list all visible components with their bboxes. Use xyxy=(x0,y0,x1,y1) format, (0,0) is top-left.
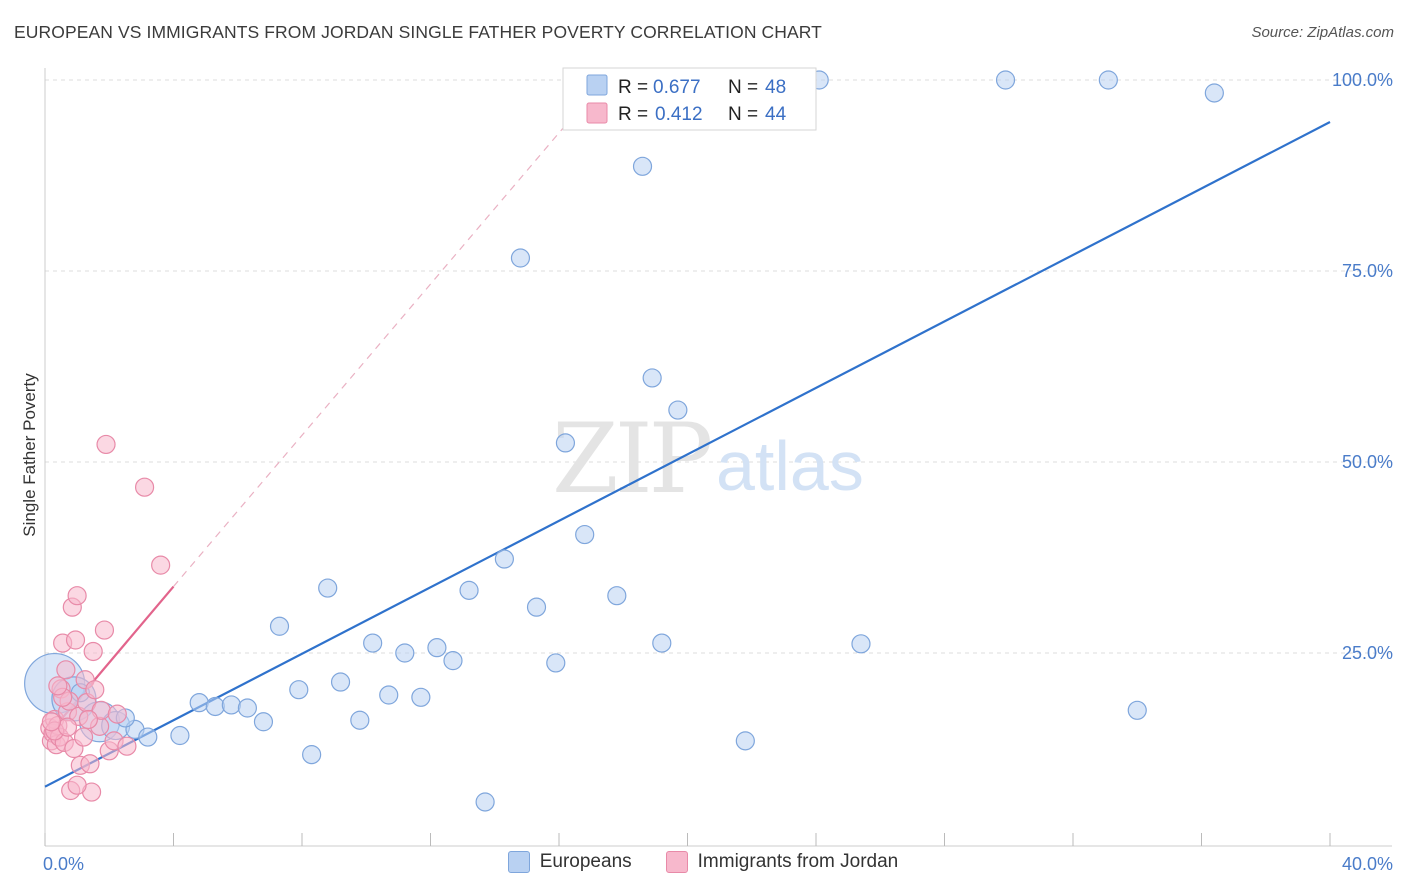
jordan-point-29 xyxy=(94,620,115,640)
europeans-point-10 xyxy=(237,698,257,718)
legend-n-label-europeans: N = xyxy=(728,77,758,98)
europeans-point-22 xyxy=(427,638,447,658)
jordan-point-26 xyxy=(85,680,105,700)
europeans-point-8 xyxy=(205,696,225,717)
watermark-atlas: atlas xyxy=(716,427,864,505)
europeans-point-24 xyxy=(459,580,479,600)
jordan-point-10 xyxy=(56,660,76,680)
europeans-trend-line xyxy=(44,121,1331,788)
jordan-point-20 xyxy=(73,727,94,747)
europeans-point-33 xyxy=(632,156,653,176)
europeans-point-29 xyxy=(546,653,566,673)
legend-box: R = 0.677 N = 48 R = 0.412 N = 44 xyxy=(562,67,817,131)
europeans-point-36 xyxy=(668,400,688,420)
source-label: Source: ZipAtlas.com xyxy=(1251,24,1394,41)
legend-r-jordan: 0.412 xyxy=(655,104,703,125)
watermark: ZIP atlas xyxy=(552,403,864,515)
europeans-point-16 xyxy=(330,672,351,692)
legend-r-europeans: 0.677 xyxy=(653,77,701,98)
europeans-point-21 xyxy=(411,687,431,707)
legend-swatch-europeans xyxy=(586,74,608,96)
jordan-trend-extension xyxy=(173,75,608,587)
legend-label-europeans: Europeans xyxy=(539,851,632,872)
europeans-point-9 xyxy=(221,695,241,715)
legend-n-europeans: 48 xyxy=(765,77,786,98)
y-tick-label-1: 50.0% xyxy=(1342,452,1393,472)
jordan-point-36 xyxy=(151,555,171,575)
europeans-point-31 xyxy=(575,524,595,545)
europeans-point-20 xyxy=(395,643,415,663)
jordan-point-34 xyxy=(117,736,137,756)
jordan-point-25 xyxy=(83,641,103,662)
jordan-point-42 xyxy=(57,717,78,737)
legend-n-jordan: 44 xyxy=(765,104,787,125)
europeans-point-7 xyxy=(189,693,209,713)
watermark-zip: ZIP xyxy=(552,403,711,515)
europeans-point-25 xyxy=(475,792,495,812)
europeans-point-38 xyxy=(735,731,755,751)
europeans-point-42 xyxy=(995,70,1016,90)
jordan-point-33 xyxy=(107,704,127,724)
legend-r-label-europeans: R = xyxy=(618,77,648,98)
europeans-point-35 xyxy=(652,633,672,653)
x-tick-label-0: 0.0% xyxy=(43,854,84,874)
europeans-point-23 xyxy=(443,651,463,671)
europeans-point-6 xyxy=(170,725,190,746)
y-tick-label-2: 75.0% xyxy=(1342,261,1393,281)
y-tick-label-3: 100.0% xyxy=(1332,70,1393,90)
y-tick-labels: 25.0% 50.0% 75.0% 100.0% xyxy=(1332,70,1393,663)
bottom-legend: Europeans Immigrants from Jordan xyxy=(0,851,1406,873)
jordan-point-17 xyxy=(67,586,87,606)
jordan-point-40 xyxy=(48,676,68,696)
x-tick-label-1: 40.0% xyxy=(1342,854,1393,874)
x-tick-labels: 0.0% 40.0% xyxy=(43,854,1393,874)
jordan-point-23 xyxy=(80,754,100,774)
europeans-point-34 xyxy=(642,368,662,388)
legend-swatch-jordan-bottom xyxy=(665,851,688,873)
legend-item-europeans[interactable]: Europeans xyxy=(507,851,632,873)
europeans-point-30 xyxy=(555,433,576,453)
europeans-point-12 xyxy=(269,616,290,636)
jordan-point-41 xyxy=(78,709,98,730)
legend-item-jordan[interactable]: Immigrants from Jordan xyxy=(665,851,899,873)
europeans-point-5 xyxy=(138,727,158,747)
legend-n-label-jordan: N = xyxy=(728,104,758,125)
europeans-point-18 xyxy=(363,633,383,653)
europeans-point-11 xyxy=(253,712,274,732)
europeans-point-43 xyxy=(1098,70,1118,90)
data-points xyxy=(24,70,1224,812)
europeans-point-19 xyxy=(379,685,399,705)
legend-label-jordan: Immigrants from Jordan xyxy=(697,851,899,872)
europeans-point-14 xyxy=(302,745,322,765)
europeans-point-45 xyxy=(1204,83,1224,103)
europeans-point-28 xyxy=(526,597,547,617)
jordan-point-39 xyxy=(67,775,87,795)
grid-lines xyxy=(45,79,1392,654)
jordan-point-16 xyxy=(65,630,86,650)
y-axis-title: Single Father Poverty xyxy=(20,373,39,537)
europeans-point-32 xyxy=(607,586,627,606)
legend-swatch-europeans-bottom xyxy=(507,851,530,873)
jordan-point-35 xyxy=(134,477,155,497)
europeans-point-13 xyxy=(289,680,309,700)
y-tick-label-0: 25.0% xyxy=(1342,643,1393,663)
europeans-point-41 xyxy=(851,634,871,654)
jordan-point-43 xyxy=(41,712,62,732)
europeans-point-26 xyxy=(494,549,514,569)
europeans-point-17 xyxy=(350,710,370,730)
legend-r-label-jordan: R = xyxy=(618,104,648,125)
europeans-point-44 xyxy=(1127,700,1147,720)
europeans-point-27 xyxy=(510,248,531,268)
jordan-point-30 xyxy=(96,434,116,455)
europeans-point-15 xyxy=(318,578,338,598)
legend-swatch-jordan xyxy=(586,102,608,124)
chart-title: EUROPEAN VS IMMIGRANTS FROM JORDAN SINGL… xyxy=(14,22,822,42)
